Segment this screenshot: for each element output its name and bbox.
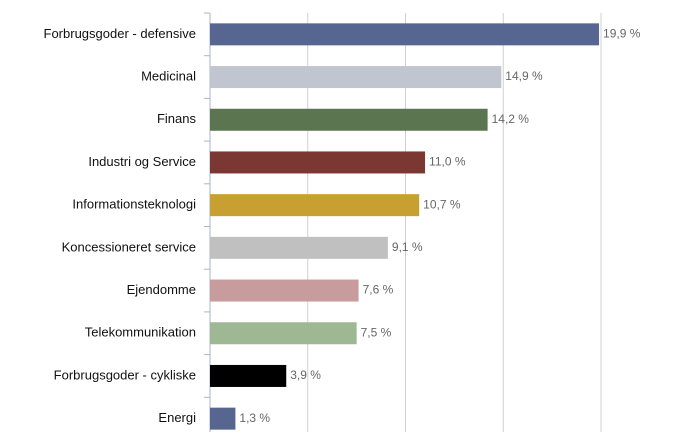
y-tick-label: Telekommunikation bbox=[85, 325, 196, 340]
y-tick-label: Ejendomme bbox=[127, 282, 196, 297]
bar bbox=[210, 236, 388, 259]
y-tick-label: Forbrugsgoder - defensive bbox=[44, 26, 196, 41]
value-label: 3,9 % bbox=[290, 368, 321, 382]
y-tick-label: Medicinal bbox=[141, 68, 196, 83]
value-label: 11,0 % bbox=[429, 155, 466, 169]
bar bbox=[210, 407, 236, 430]
bar bbox=[210, 279, 359, 302]
bar bbox=[210, 364, 287, 387]
y-tick-label: Informationsteknologi bbox=[72, 197, 196, 212]
value-label: 19,9 % bbox=[603, 27, 641, 41]
y-tick-label: Industri og Service bbox=[88, 154, 196, 169]
value-label: 14,9 % bbox=[505, 69, 543, 83]
bar bbox=[210, 66, 502, 89]
value-label: 7,5 % bbox=[361, 325, 392, 339]
value-label: 1,3 % bbox=[239, 411, 270, 425]
bar bbox=[210, 151, 426, 174]
y-tick-label: Koncessioneret service bbox=[62, 239, 196, 254]
bar bbox=[210, 108, 488, 131]
y-tick-label: Finans bbox=[157, 111, 197, 126]
value-label: 9,1 % bbox=[392, 240, 423, 254]
value-label: 10,7 % bbox=[423, 197, 461, 211]
y-tick-label: Forbrugsgoder - cykliske bbox=[54, 367, 196, 382]
value-label: 7,6 % bbox=[363, 283, 394, 297]
value-label: 14,2 % bbox=[492, 112, 530, 126]
bar bbox=[210, 194, 420, 217]
bar bbox=[210, 23, 600, 46]
y-tick-label: Energi bbox=[158, 410, 196, 425]
bar bbox=[210, 322, 357, 345]
